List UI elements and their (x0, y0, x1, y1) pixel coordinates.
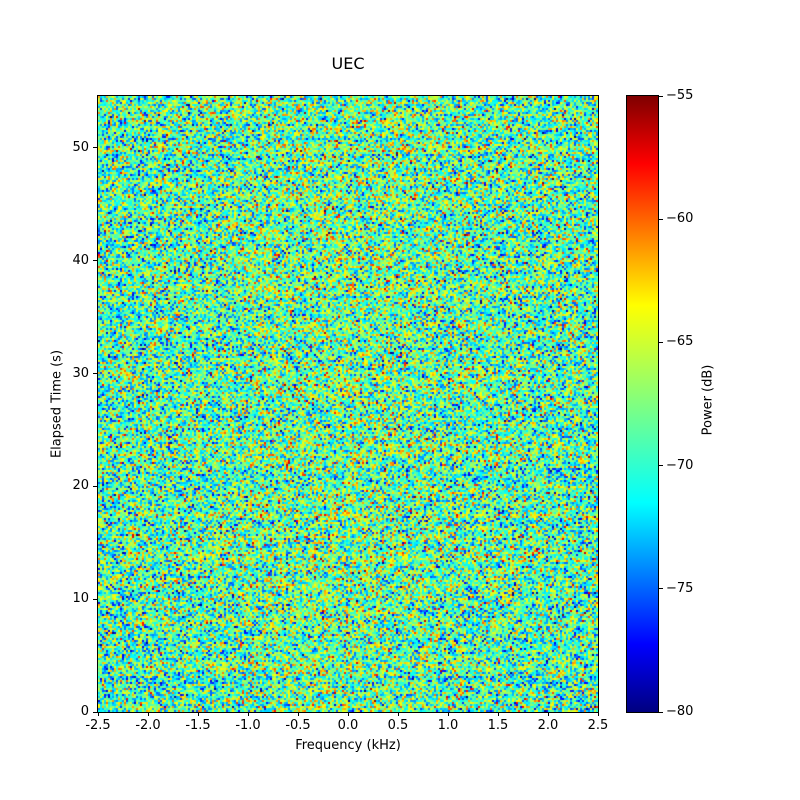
colorbar-tick-mark (659, 95, 663, 97)
colorbar (626, 95, 659, 713)
x-tick-mark (597, 712, 599, 716)
y-tick-label: 50 (72, 139, 89, 155)
x-tick-mark (247, 712, 249, 716)
x-tick-mark (297, 712, 299, 716)
x-tick-label: -1.5 (185, 718, 211, 733)
colorbar-tick-mark (659, 588, 663, 590)
colorbar-tick-label: −65 (666, 334, 694, 350)
colorbar-tick-label: −60 (666, 211, 694, 227)
y-tick-mark (93, 711, 97, 713)
x-tick-label: -2.0 (135, 718, 161, 733)
x-tick-label: -2.5 (85, 718, 111, 733)
x-tick-mark (147, 712, 149, 716)
x-tick-mark (97, 712, 99, 716)
x-tick-label: 2.5 (587, 718, 609, 733)
x-tick-label: -0.5 (285, 718, 311, 733)
x-tick-label: 0.0 (337, 718, 359, 733)
plot-area (97, 95, 599, 713)
x-tick-mark (197, 712, 199, 716)
colorbar-tick-mark (659, 218, 663, 220)
y-tick-mark (93, 485, 97, 487)
colorbar-tick-mark (659, 465, 663, 467)
x-tick-label: -1.0 (235, 718, 261, 733)
colorbar-tick-label: −55 (666, 88, 694, 103)
x-tick-label: 2.0 (537, 718, 559, 733)
colorbar-tick-mark (659, 341, 663, 343)
plot-title: UEC (331, 54, 365, 73)
x-tick-mark (347, 712, 349, 716)
y-tick-label: 20 (72, 478, 89, 494)
y-tick-label: 30 (72, 365, 89, 381)
y-tick-mark (93, 260, 97, 262)
x-tick-mark (497, 712, 499, 716)
spectrogram-heatmap (98, 96, 598, 712)
y-tick-mark (93, 147, 97, 149)
colorbar-label: Power (dB) (700, 364, 716, 436)
y-tick-label: 10 (72, 591, 89, 607)
colorbar-tick-label: −75 (666, 580, 694, 596)
y-tick-mark (93, 373, 97, 375)
x-tick-mark (447, 712, 449, 716)
x-tick-mark (547, 712, 549, 716)
x-tick-label: 1.0 (437, 718, 459, 733)
colorbar-tick-label: −80 (666, 704, 694, 719)
colorbar-tick-label: −70 (666, 457, 694, 473)
y-tick-mark (93, 598, 97, 600)
y-tick-label: 40 (72, 252, 89, 268)
x-tick-mark (397, 712, 399, 716)
x-tick-label: 1.5 (487, 718, 509, 733)
y-tick-label: 0 (80, 704, 89, 719)
colorbar-tick-mark (659, 711, 663, 713)
x-axis-label: Frequency (kHz) (295, 738, 401, 753)
x-tick-label: 0.5 (387, 718, 409, 733)
